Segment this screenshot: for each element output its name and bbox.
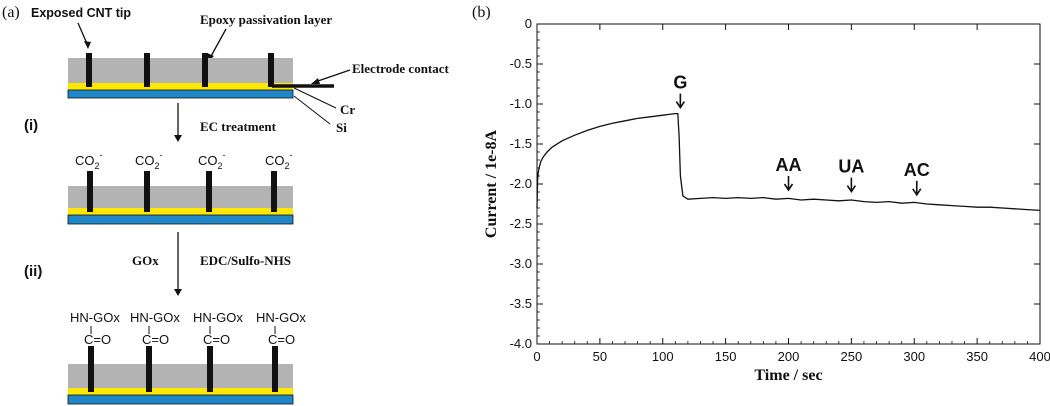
carboxyl-label: CO2- <box>265 150 293 171</box>
epoxy-layer <box>68 186 293 208</box>
x-tick-label: 150 <box>715 349 737 364</box>
carboxyl-label: CO2- <box>198 150 226 171</box>
x-tick-label: 400 <box>1029 349 1050 364</box>
c-eq-o-label: C=O <box>142 332 169 347</box>
carboxyl-label: CO2- <box>135 150 163 171</box>
annotation-label: UA <box>838 157 864 177</box>
x-tick-label: 350 <box>966 349 988 364</box>
si-label: Si <box>336 120 347 135</box>
cnt-tip <box>144 171 150 212</box>
annotation-label: AA <box>776 155 802 175</box>
hn-gox-label: HN-GOx <box>256 310 306 325</box>
cr-pointer <box>293 87 337 109</box>
panel-b: (b) 0-0.5-1.0-1.5-2.0-2.5-3.0-3.5-4.00 50… <box>472 4 1050 384</box>
annotation-arrowhead <box>912 188 922 197</box>
electrode-contact-arrowhead <box>311 78 320 84</box>
panel-b-label: (b) <box>472 4 491 21</box>
panel-a: (a) Exposed CNT tip Epoxy passivation la… <box>2 4 450 405</box>
epoxy-label: Epoxy passivation layer <box>200 12 332 27</box>
x-axis-title: Time / sec <box>754 367 822 384</box>
exposed-tip-label: Exposed CNT tip <box>31 6 131 20</box>
si-layer <box>67 214 294 225</box>
electrode-initial <box>67 53 294 99</box>
electrode-contact-label: Electrode contact <box>352 61 450 76</box>
ec-treatment-label: EC treatment <box>200 119 277 134</box>
cnt-tip <box>206 171 212 212</box>
electrode-gox-functionalized <box>67 346 294 405</box>
cr-layer <box>68 83 293 90</box>
y-axis-title: Current / 1e-8A <box>483 129 500 238</box>
current-trace <box>536 112 1041 212</box>
annotation-arrowhead <box>675 101 686 110</box>
annotation-arrowhead <box>846 185 857 194</box>
epoxy-layer <box>68 364 293 388</box>
y-tick-label: -3.0 <box>510 256 532 271</box>
y-tick-label: -1.5 <box>510 136 532 151</box>
cnt-tip <box>144 53 150 87</box>
ec-arrowhead <box>174 135 182 142</box>
gox-conjugates: HN-GOx C=O HN-GOx C=O HN-GOx C=O HN-GOx … <box>70 310 306 347</box>
c-eq-o-label: C=O <box>268 332 295 347</box>
annotation-label: AC <box>904 160 930 180</box>
y-tick-label: -2.0 <box>510 176 532 191</box>
c-eq-o-label: C=O <box>203 332 230 347</box>
y-tick-label: -4.0 <box>510 336 532 351</box>
si-pointer <box>293 95 331 125</box>
x-tick-label: 50 <box>593 349 607 364</box>
si-layer <box>67 394 294 405</box>
c-eq-o-label: C=O <box>84 332 111 347</box>
epoxy-layer <box>68 58 293 83</box>
epoxy-pointer <box>209 28 227 59</box>
step-ii-label: (ii) <box>24 263 42 280</box>
x-tick-label: 100 <box>652 349 674 364</box>
y-tick-label: -2.5 <box>510 216 532 231</box>
si-layer <box>67 89 294 99</box>
cr-layer <box>68 208 293 215</box>
cnt-tip <box>88 346 94 392</box>
y-tick-label: -3.5 <box>510 296 532 311</box>
cr-label: Cr <box>340 102 355 117</box>
cnt-tip <box>86 53 92 87</box>
cnt-tip <box>271 171 277 212</box>
electrode-contact-pointer <box>314 69 351 83</box>
step-i-label: (i) <box>24 117 38 134</box>
x-tick-label: 250 <box>841 349 863 364</box>
x-tick-label: 300 <box>903 349 925 364</box>
electrode-carboxylated <box>67 171 294 225</box>
exposed-tip-arrowhead <box>84 41 91 49</box>
hn-gox-label: HN-GOx <box>70 310 120 325</box>
annotation-arrowhead <box>783 183 794 192</box>
annotation-label: G <box>673 73 687 93</box>
edc-label: EDC/Sulfo-NHS <box>200 253 291 268</box>
x-tick-label: 200 <box>778 349 800 364</box>
cnt-tip <box>268 53 274 87</box>
x-tick-label: 0 <box>533 349 540 364</box>
y-tick-label: -0.5 <box>510 56 532 71</box>
cnt-tip <box>202 53 208 87</box>
cr-layer <box>68 388 293 395</box>
gox-label: GOx <box>132 253 159 268</box>
y-tick-label: -1.0 <box>510 96 532 111</box>
coupling-arrowhead <box>174 289 182 296</box>
cnt-tip <box>272 346 278 392</box>
y-tick-label: 0 <box>525 16 532 31</box>
carboxyl-labels: CO2- CO2- CO2- CO2- <box>75 150 293 171</box>
panel-a-label: (a) <box>2 4 20 21</box>
hn-gox-label: HN-GOx <box>130 310 180 325</box>
cnt-tip <box>87 171 93 212</box>
cnt-tip <box>146 346 152 392</box>
hn-gox-label: HN-GOx <box>193 310 243 325</box>
cnt-tip <box>207 346 213 392</box>
amperometric-chart: 0-0.5-1.0-1.5-2.0-2.5-3.0-3.5-4.00 50 100 1… <box>483 16 1050 384</box>
carboxyl-label: CO2- <box>75 150 103 171</box>
